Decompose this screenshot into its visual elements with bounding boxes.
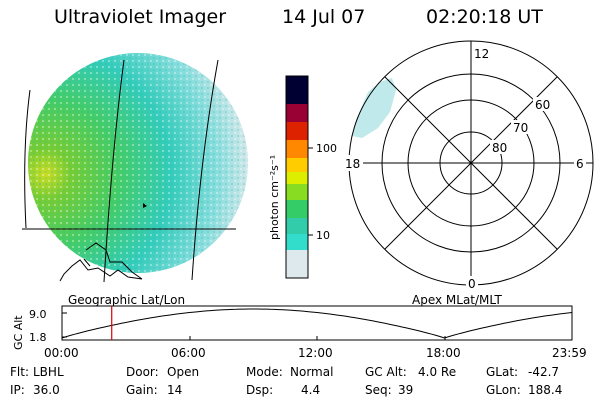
mlat-label-80: 80: [492, 141, 507, 155]
altitude-axis-label: GC Alt: [12, 315, 25, 350]
mlt-label-midnight: 0: [468, 277, 476, 291]
colorbar-segment: [286, 158, 308, 172]
status-gcalt-label: GC Alt:: [365, 365, 407, 379]
status-flt-label: Flt:: [10, 365, 29, 379]
coastline: [59, 242, 143, 282]
colorbar-frame: [285, 75, 309, 279]
noise-texture: [28, 53, 248, 273]
status-dsp-value: 4.4: [301, 383, 321, 397]
colorbar-unit-label: photon cm⁻²s⁻¹: [268, 155, 281, 240]
instrument-title: Ultraviolet Imager: [54, 6, 227, 28]
altitude-tick-high: 9.0: [29, 308, 47, 321]
colorbar-segment: [286, 218, 308, 234]
meridian-line: [24, 89, 31, 229]
time-tick-label: 00:00: [44, 346, 79, 360]
colorbar-segment: [286, 122, 308, 140]
status-seq-label: Seq:: [365, 383, 392, 397]
colorbar-tick-label: 10: [316, 229, 330, 242]
colorbar-tick-label: 100: [316, 142, 337, 155]
colorbar-segment: [286, 76, 308, 104]
mlt-label-noon: 12: [474, 47, 489, 61]
colorbar-segment: [286, 140, 308, 158]
time-label: 02:20:18 UT: [426, 6, 543, 28]
colorbar-segment: [286, 184, 308, 200]
status-mode-value: Normal: [290, 365, 334, 379]
mlt-label-dawn: 6: [576, 157, 584, 171]
status-gain-value: 14: [167, 383, 183, 397]
colorbar-segment: [286, 200, 308, 218]
status-door-value: Open: [167, 365, 200, 379]
status-glat-label: GLat:: [486, 365, 519, 379]
meridian-line: [191, 59, 219, 281]
status-ip-value: 36.0: [33, 383, 60, 397]
status-gcalt-value: 4.0 Re: [418, 365, 457, 379]
altitude-frame: [61, 305, 573, 341]
time-tick-label: 06:00: [171, 346, 206, 360]
altitude-strip: GC Alt 9.0 1.8: [12, 305, 573, 350]
status-glat-value: -42.7: [528, 365, 560, 379]
colorbar-segment: [286, 104, 308, 122]
status-gain-label: Gain:: [126, 383, 158, 397]
date-label: 14 Jul 07: [282, 6, 366, 28]
colorbar-segment: [286, 234, 308, 250]
mlat-label-70: 70: [513, 121, 528, 135]
mlat-label-60: 60: [535, 98, 550, 112]
mlt-label-dusk: 18: [345, 157, 360, 171]
time-tick-label: 23:59: [552, 346, 587, 360]
altitude-curve: [61, 308, 573, 339]
colorbar-segment: [286, 250, 308, 278]
polar-emission-patch: [352, 78, 396, 138]
status-flt-value: LBHL: [33, 365, 64, 379]
status-mode-label: Mode:: [246, 365, 283, 379]
status-glon-label: GLon:: [486, 383, 521, 397]
altitude-tick-low: 1.8: [29, 331, 47, 344]
status-door-label: Door:: [126, 365, 159, 379]
subsatellite-point: [143, 203, 147, 208]
polar-caption: Apex MLat/MLT: [412, 293, 502, 307]
status-glon-value: 188.4: [528, 383, 563, 397]
colorbar: 100 10 photon cm⁻²s⁻¹: [268, 75, 337, 279]
geo-caption: Geographic Lat/Lon: [68, 293, 186, 307]
polar-plot: 12 18 6 0 60 70 80: [343, 40, 594, 291]
polar-diagonal: [384, 76, 558, 250]
status-ip-label: IP:: [10, 383, 25, 397]
status-dsp-label: Dsp:: [246, 383, 274, 397]
time-tick-label: 12:00: [298, 346, 333, 360]
geo-image: [22, 53, 248, 283]
colorbar-segment: [286, 172, 308, 184]
status-seq-value: 39: [398, 383, 414, 397]
time-tick-label: 18:00: [426, 346, 461, 360]
